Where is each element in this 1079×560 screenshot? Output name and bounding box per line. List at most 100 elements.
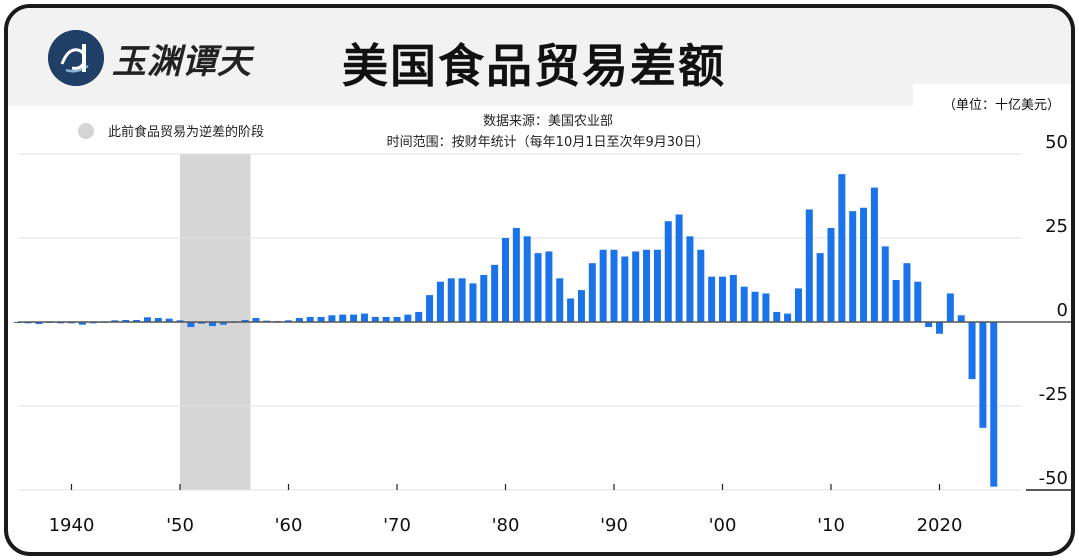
- bar-1966: [350, 314, 358, 322]
- bar-2010: [827, 227, 835, 322]
- bar-1954: [219, 322, 227, 325]
- bar-1986: [567, 298, 575, 322]
- bar-1977: [469, 283, 477, 322]
- bar-1949: [165, 318, 173, 322]
- header-bar: [8, 8, 913, 106]
- bar-2018: [914, 281, 922, 322]
- bar-2003: [751, 291, 759, 322]
- bar-2016: [892, 280, 900, 322]
- bar-1967: [360, 313, 368, 322]
- x-tick-label: 1940: [49, 515, 95, 536]
- bar-1978: [480, 274, 488, 322]
- unit-label: （单位：十亿美元）: [943, 98, 1061, 113]
- bar-2004: [762, 293, 770, 322]
- bar-2012: [849, 211, 857, 322]
- y-tick-label: -25: [1039, 384, 1068, 405]
- bar-2007: [794, 288, 802, 322]
- bar-2009: [816, 253, 824, 322]
- bar-2015: [881, 246, 889, 322]
- bar-1957: [252, 317, 260, 322]
- bar-1993: [643, 249, 651, 322]
- bar-2025: [990, 322, 998, 487]
- x-tick-label: '70: [383, 515, 411, 536]
- bar-1941: [78, 322, 86, 325]
- bar-1996: [675, 214, 683, 322]
- bar-1952: [198, 322, 206, 324]
- logo-emblem-icon: [48, 30, 104, 86]
- bar-1948: [154, 317, 162, 322]
- bar-1968: [371, 316, 379, 322]
- legend: 此前食品贸易为逆差的阶段: [78, 121, 264, 140]
- y-tick-label: -50: [1039, 468, 1068, 489]
- bar-1973: [426, 295, 434, 322]
- bar-1947: [143, 317, 151, 322]
- bar-1935: [13, 322, 21, 324]
- x-tick-label: '50: [166, 515, 194, 536]
- bar-1991: [621, 256, 629, 322]
- chart-frame: 玉渊谭天 美国食品贸易差额 （单位：十亿美元） 此前食品贸易为逆差的阶段 数据来…: [4, 4, 1075, 556]
- x-tick-label: '80: [492, 515, 520, 536]
- bar-2011: [838, 174, 846, 322]
- bar-1988: [588, 263, 596, 322]
- bar-2019: [925, 322, 933, 328]
- bar-1980: [502, 238, 509, 322]
- bar-2020: [936, 322, 943, 334]
- y-tick-label: 25: [1045, 216, 1068, 237]
- y-tick-label: 0: [1057, 300, 1068, 321]
- source-line-1: 数据来源：美国农业部: [482, 114, 613, 129]
- bar-1944: [111, 320, 119, 322]
- bar-1975: [447, 278, 455, 322]
- bar-1953: [209, 322, 217, 327]
- bar-1956: [241, 319, 249, 322]
- bar-1960: [285, 320, 292, 322]
- header-bar-right: [913, 8, 1071, 84]
- bar-1989: [599, 249, 607, 322]
- x-tick-label: '60: [275, 515, 303, 536]
- bar-2008: [805, 209, 813, 322]
- legend-swatch: [78, 122, 94, 139]
- bar-2001: [729, 274, 737, 322]
- x-tick-label: '90: [600, 515, 628, 536]
- bar-1992: [632, 251, 640, 322]
- bar-1951: [187, 322, 195, 328]
- bar-1961: [295, 317, 303, 322]
- bar-1937: [35, 322, 43, 325]
- bar-2023: [968, 322, 976, 380]
- bar-1987: [577, 290, 585, 322]
- bar-1990: [610, 249, 618, 322]
- bar-2006: [784, 313, 792, 322]
- x-tick-label: '00: [709, 515, 737, 536]
- bar-1974: [436, 281, 444, 322]
- bar-1964: [328, 315, 336, 322]
- bar-1984: [545, 251, 553, 322]
- bar-1970: [393, 316, 401, 322]
- bar-2005: [773, 311, 781, 322]
- x-tick-label: 2020: [917, 515, 963, 536]
- bar-chart: 50 25 0 -25 -50 1940 '50 '60 '70 '80 '90 '00 '10 2020: [13, 132, 1071, 536]
- bar-1976: [458, 278, 466, 322]
- bar-1962: [306, 316, 314, 322]
- bar-1965: [339, 314, 347, 322]
- logo-text: 玉渊谭天: [112, 41, 252, 82]
- bar-1950: [176, 320, 184, 322]
- bar-2013: [860, 207, 868, 322]
- logo: 玉渊谭天: [48, 30, 252, 86]
- bar-1985: [556, 278, 564, 322]
- bar-1972: [415, 311, 423, 322]
- source-line-2: 时间范围：按财年统计（每年10月1日至次年9月30日）: [386, 135, 710, 150]
- bar-1963: [317, 316, 325, 322]
- bar-1994: [653, 249, 661, 322]
- bar-2021: [946, 293, 954, 322]
- bar-1945: [122, 319, 130, 322]
- bar-1971: [404, 314, 412, 322]
- y-tick-label: 50: [1045, 132, 1068, 153]
- bar-1998: [697, 249, 705, 322]
- bar-2017: [903, 263, 911, 322]
- chart-title: 美国食品贸易差额: [342, 39, 726, 93]
- bar-1969: [382, 316, 390, 322]
- bar-1981: [512, 227, 520, 322]
- source-note: 数据来源：美国农业部 时间范围：按财年统计（每年10月1日至次年9月30日）: [368, 111, 728, 153]
- x-tick-label: '10: [817, 515, 845, 536]
- bar-2000: [719, 276, 726, 322]
- bar-1995: [664, 221, 672, 322]
